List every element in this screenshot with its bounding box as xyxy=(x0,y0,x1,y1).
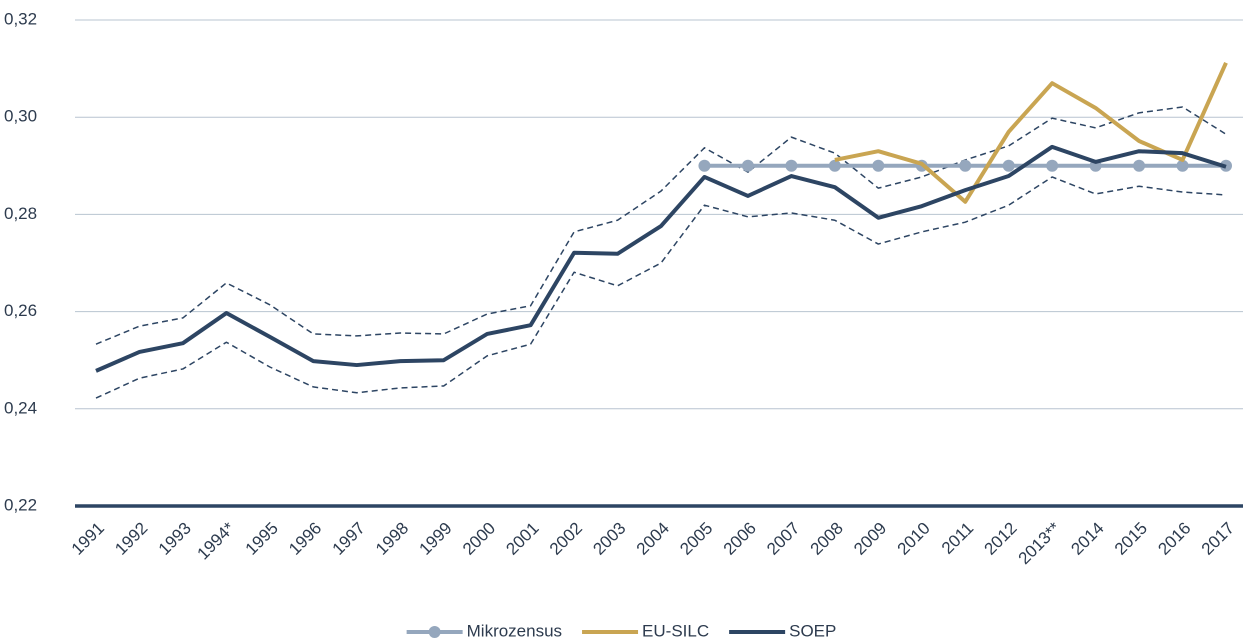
x-tick-label: 2006 xyxy=(720,519,760,559)
x-tick-label: 2010 xyxy=(894,519,934,559)
legend-label: SOEP xyxy=(789,621,836,640)
point xyxy=(698,159,711,172)
y-tick-label: 0,26 xyxy=(4,301,37,320)
x-tick-label: 1994* xyxy=(194,518,239,563)
legend-label: Mikrozensus xyxy=(467,621,562,640)
point xyxy=(741,159,754,172)
x-tick-label: 2002 xyxy=(546,519,586,559)
x-tick-label: 2004 xyxy=(633,519,673,559)
x-tick-label: 1996 xyxy=(285,519,325,559)
x-tick-label: 2013** xyxy=(1015,518,1065,568)
x-tick-label: 2000 xyxy=(459,519,499,559)
x-tick-label: 2016 xyxy=(1154,519,1194,559)
point xyxy=(1002,159,1015,172)
point xyxy=(1176,159,1189,172)
point xyxy=(785,159,798,172)
legend-marker xyxy=(428,626,441,638)
x-tick-label: 2008 xyxy=(807,519,847,559)
point xyxy=(1133,159,1146,172)
x-tick-label: 2005 xyxy=(676,519,716,559)
x-tick-label: 2012 xyxy=(981,519,1021,559)
x-tick-label: 1993 xyxy=(155,519,195,559)
series-line xyxy=(95,144,1227,373)
y-tick-label: 0,24 xyxy=(4,398,37,417)
x-tick-label: 2017 xyxy=(1198,519,1238,559)
x-tick-label: 2009 xyxy=(850,519,890,559)
x-tick-label: 1999 xyxy=(416,519,456,559)
x-tick-label: 1998 xyxy=(372,519,412,559)
point xyxy=(828,159,841,172)
x-tick-label: 1992 xyxy=(111,519,151,559)
point xyxy=(872,159,885,172)
point xyxy=(1046,159,1059,172)
x-tick-label: 2007 xyxy=(763,519,803,559)
x-tick-label: 1997 xyxy=(329,519,369,559)
x-tick-label: 2014 xyxy=(1067,519,1107,559)
x-tick-label: 1991 xyxy=(68,519,108,559)
x-tick-label: 2003 xyxy=(589,519,629,559)
x-tick-label: 2011 xyxy=(938,519,977,558)
x-tick-label: 2001 xyxy=(502,519,542,559)
x-tick-label: 1995 xyxy=(242,519,282,559)
legend-label: EU-SILC xyxy=(642,621,709,640)
point xyxy=(959,159,972,172)
x-tick-label: 2015 xyxy=(1111,519,1151,559)
y-tick-label: 0,22 xyxy=(4,495,37,514)
y-tick-label: 0,30 xyxy=(4,107,37,126)
y-tick-label: 0,32 xyxy=(4,9,37,28)
confidence-band xyxy=(95,106,1227,345)
confidence-band xyxy=(95,176,1227,399)
y-tick-label: 0,28 xyxy=(4,204,37,223)
